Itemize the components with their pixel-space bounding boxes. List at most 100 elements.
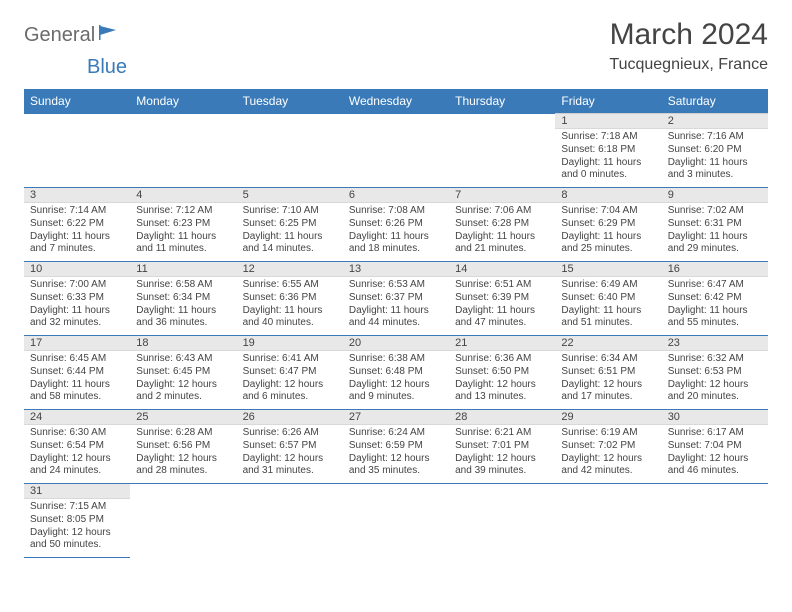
calendar-day-cell: 18Sunrise: 6:43 AMSunset: 6:45 PMDayligh… xyxy=(130,336,236,410)
calendar-day-cell: 2Sunrise: 7:16 AMSunset: 6:20 PMDaylight… xyxy=(662,114,768,188)
calendar-day-cell: 5Sunrise: 7:10 AMSunset: 6:25 PMDaylight… xyxy=(237,188,343,262)
day-details: Sunrise: 6:24 AMSunset: 6:59 PMDaylight:… xyxy=(343,425,449,482)
day-number: 29 xyxy=(555,410,661,425)
calendar-week-row: 3Sunrise: 7:14 AMSunset: 6:22 PMDaylight… xyxy=(24,188,768,262)
calendar-day-cell: 27Sunrise: 6:24 AMSunset: 6:59 PMDayligh… xyxy=(343,410,449,484)
day-number: 26 xyxy=(237,410,343,425)
day-number: 14 xyxy=(449,262,555,277)
weekday-header: Wednesday xyxy=(343,89,449,114)
day-number: 4 xyxy=(130,188,236,203)
title-block: March 2024 Tucquegnieux, France xyxy=(609,18,768,74)
calendar-week-row: 17Sunrise: 6:45 AMSunset: 6:44 PMDayligh… xyxy=(24,336,768,410)
calendar-day-cell xyxy=(130,484,236,558)
day-details: Sunrise: 7:02 AMSunset: 6:31 PMDaylight:… xyxy=(662,203,768,260)
calendar-day-cell xyxy=(449,484,555,558)
calendar-day-cell: 21Sunrise: 6:36 AMSunset: 6:50 PMDayligh… xyxy=(449,336,555,410)
day-details: Sunrise: 6:38 AMSunset: 6:48 PMDaylight:… xyxy=(343,351,449,408)
day-details: Sunrise: 6:58 AMSunset: 6:34 PMDaylight:… xyxy=(130,277,236,334)
day-details: Sunrise: 7:06 AMSunset: 6:28 PMDaylight:… xyxy=(449,203,555,260)
calendar-day-cell: 26Sunrise: 6:26 AMSunset: 6:57 PMDayligh… xyxy=(237,410,343,484)
calendar-day-cell: 1Sunrise: 7:18 AMSunset: 6:18 PMDaylight… xyxy=(555,114,661,188)
day-details: Sunrise: 6:17 AMSunset: 7:04 PMDaylight:… xyxy=(662,425,768,482)
calendar-day-cell: 25Sunrise: 6:28 AMSunset: 6:56 PMDayligh… xyxy=(130,410,236,484)
day-number: 27 xyxy=(343,410,449,425)
logo: General xyxy=(24,24,121,47)
day-number: 6 xyxy=(343,188,449,203)
day-details: Sunrise: 6:36 AMSunset: 6:50 PMDaylight:… xyxy=(449,351,555,408)
calendar-day-cell: 17Sunrise: 6:45 AMSunset: 6:44 PMDayligh… xyxy=(24,336,130,410)
day-number: 9 xyxy=(662,188,768,203)
calendar-day-cell: 12Sunrise: 6:55 AMSunset: 6:36 PMDayligh… xyxy=(237,262,343,336)
calendar-day-cell: 7Sunrise: 7:06 AMSunset: 6:28 PMDaylight… xyxy=(449,188,555,262)
calendar-day-cell: 14Sunrise: 6:51 AMSunset: 6:39 PMDayligh… xyxy=(449,262,555,336)
weekday-header: Friday xyxy=(555,89,661,114)
day-number: 8 xyxy=(555,188,661,203)
day-details: Sunrise: 6:45 AMSunset: 6:44 PMDaylight:… xyxy=(24,351,130,408)
day-number: 12 xyxy=(237,262,343,277)
weekday-header: Thursday xyxy=(449,89,555,114)
day-details: Sunrise: 6:30 AMSunset: 6:54 PMDaylight:… xyxy=(24,425,130,482)
day-details: Sunrise: 6:49 AMSunset: 6:40 PMDaylight:… xyxy=(555,277,661,334)
calendar-day-cell: 9Sunrise: 7:02 AMSunset: 6:31 PMDaylight… xyxy=(662,188,768,262)
calendar-day-cell xyxy=(24,114,130,188)
calendar-day-cell: 16Sunrise: 6:47 AMSunset: 6:42 PMDayligh… xyxy=(662,262,768,336)
calendar-day-cell: 31Sunrise: 7:15 AMSunset: 8:05 PMDayligh… xyxy=(24,484,130,558)
calendar-day-cell xyxy=(555,484,661,558)
calendar-table: Sunday Monday Tuesday Wednesday Thursday… xyxy=(24,89,768,558)
day-number: 16 xyxy=(662,262,768,277)
day-details: Sunrise: 6:26 AMSunset: 6:57 PMDaylight:… xyxy=(237,425,343,482)
day-details: Sunrise: 6:34 AMSunset: 6:51 PMDaylight:… xyxy=(555,351,661,408)
calendar-day-cell: 28Sunrise: 6:21 AMSunset: 7:01 PMDayligh… xyxy=(449,410,555,484)
calendar-week-row: 31Sunrise: 7:15 AMSunset: 8:05 PMDayligh… xyxy=(24,484,768,558)
calendar-day-cell: 15Sunrise: 6:49 AMSunset: 6:40 PMDayligh… xyxy=(555,262,661,336)
day-details: Sunrise: 6:55 AMSunset: 6:36 PMDaylight:… xyxy=(237,277,343,334)
day-number: 11 xyxy=(130,262,236,277)
day-details: Sunrise: 6:51 AMSunset: 6:39 PMDaylight:… xyxy=(449,277,555,334)
calendar-day-cell: 10Sunrise: 7:00 AMSunset: 6:33 PMDayligh… xyxy=(24,262,130,336)
calendar-day-cell: 8Sunrise: 7:04 AMSunset: 6:29 PMDaylight… xyxy=(555,188,661,262)
weekday-header: Tuesday xyxy=(237,89,343,114)
day-details: Sunrise: 6:53 AMSunset: 6:37 PMDaylight:… xyxy=(343,277,449,334)
day-details: Sunrise: 6:28 AMSunset: 6:56 PMDaylight:… xyxy=(130,425,236,482)
page-subtitle: Tucquegnieux, France xyxy=(609,56,768,74)
day-number: 18 xyxy=(130,336,236,351)
weekday-header: Saturday xyxy=(662,89,768,114)
logo-flag-icon xyxy=(99,25,119,46)
day-number: 20 xyxy=(343,336,449,351)
day-details: Sunrise: 7:12 AMSunset: 6:23 PMDaylight:… xyxy=(130,203,236,260)
calendar-day-cell: 24Sunrise: 6:30 AMSunset: 6:54 PMDayligh… xyxy=(24,410,130,484)
day-details: Sunrise: 7:08 AMSunset: 6:26 PMDaylight:… xyxy=(343,203,449,260)
day-number: 13 xyxy=(343,262,449,277)
calendar-day-cell: 11Sunrise: 6:58 AMSunset: 6:34 PMDayligh… xyxy=(130,262,236,336)
day-details: Sunrise: 6:41 AMSunset: 6:47 PMDaylight:… xyxy=(237,351,343,408)
calendar-day-cell: 13Sunrise: 6:53 AMSunset: 6:37 PMDayligh… xyxy=(343,262,449,336)
day-details: Sunrise: 6:21 AMSunset: 7:01 PMDaylight:… xyxy=(449,425,555,482)
calendar-day-cell: 22Sunrise: 6:34 AMSunset: 6:51 PMDayligh… xyxy=(555,336,661,410)
day-number: 19 xyxy=(237,336,343,351)
calendar-day-cell: 29Sunrise: 6:19 AMSunset: 7:02 PMDayligh… xyxy=(555,410,661,484)
day-number: 22 xyxy=(555,336,661,351)
day-details: Sunrise: 6:32 AMSunset: 6:53 PMDaylight:… xyxy=(662,351,768,408)
calendar-day-cell xyxy=(343,114,449,188)
calendar-day-cell: 3Sunrise: 7:14 AMSunset: 6:22 PMDaylight… xyxy=(24,188,130,262)
day-number: 5 xyxy=(237,188,343,203)
logo-text-general: General xyxy=(24,24,95,47)
day-details: Sunrise: 7:04 AMSunset: 6:29 PMDaylight:… xyxy=(555,203,661,260)
calendar-day-cell xyxy=(130,114,236,188)
day-number: 28 xyxy=(449,410,555,425)
calendar-body: 1Sunrise: 7:18 AMSunset: 6:18 PMDaylight… xyxy=(24,114,768,558)
day-number: 31 xyxy=(24,484,130,499)
calendar-day-cell: 20Sunrise: 6:38 AMSunset: 6:48 PMDayligh… xyxy=(343,336,449,410)
day-number: 30 xyxy=(662,410,768,425)
calendar-day-cell: 4Sunrise: 7:12 AMSunset: 6:23 PMDaylight… xyxy=(130,188,236,262)
calendar-day-cell xyxy=(662,484,768,558)
weekday-header-row: Sunday Monday Tuesday Wednesday Thursday… xyxy=(24,89,768,114)
day-number: 10 xyxy=(24,262,130,277)
day-details: Sunrise: 6:19 AMSunset: 7:02 PMDaylight:… xyxy=(555,425,661,482)
calendar-day-cell xyxy=(449,114,555,188)
day-number: 2 xyxy=(662,114,768,129)
day-details: Sunrise: 7:10 AMSunset: 6:25 PMDaylight:… xyxy=(237,203,343,260)
calendar-day-cell xyxy=(237,484,343,558)
day-number: 7 xyxy=(449,188,555,203)
day-number: 17 xyxy=(24,336,130,351)
